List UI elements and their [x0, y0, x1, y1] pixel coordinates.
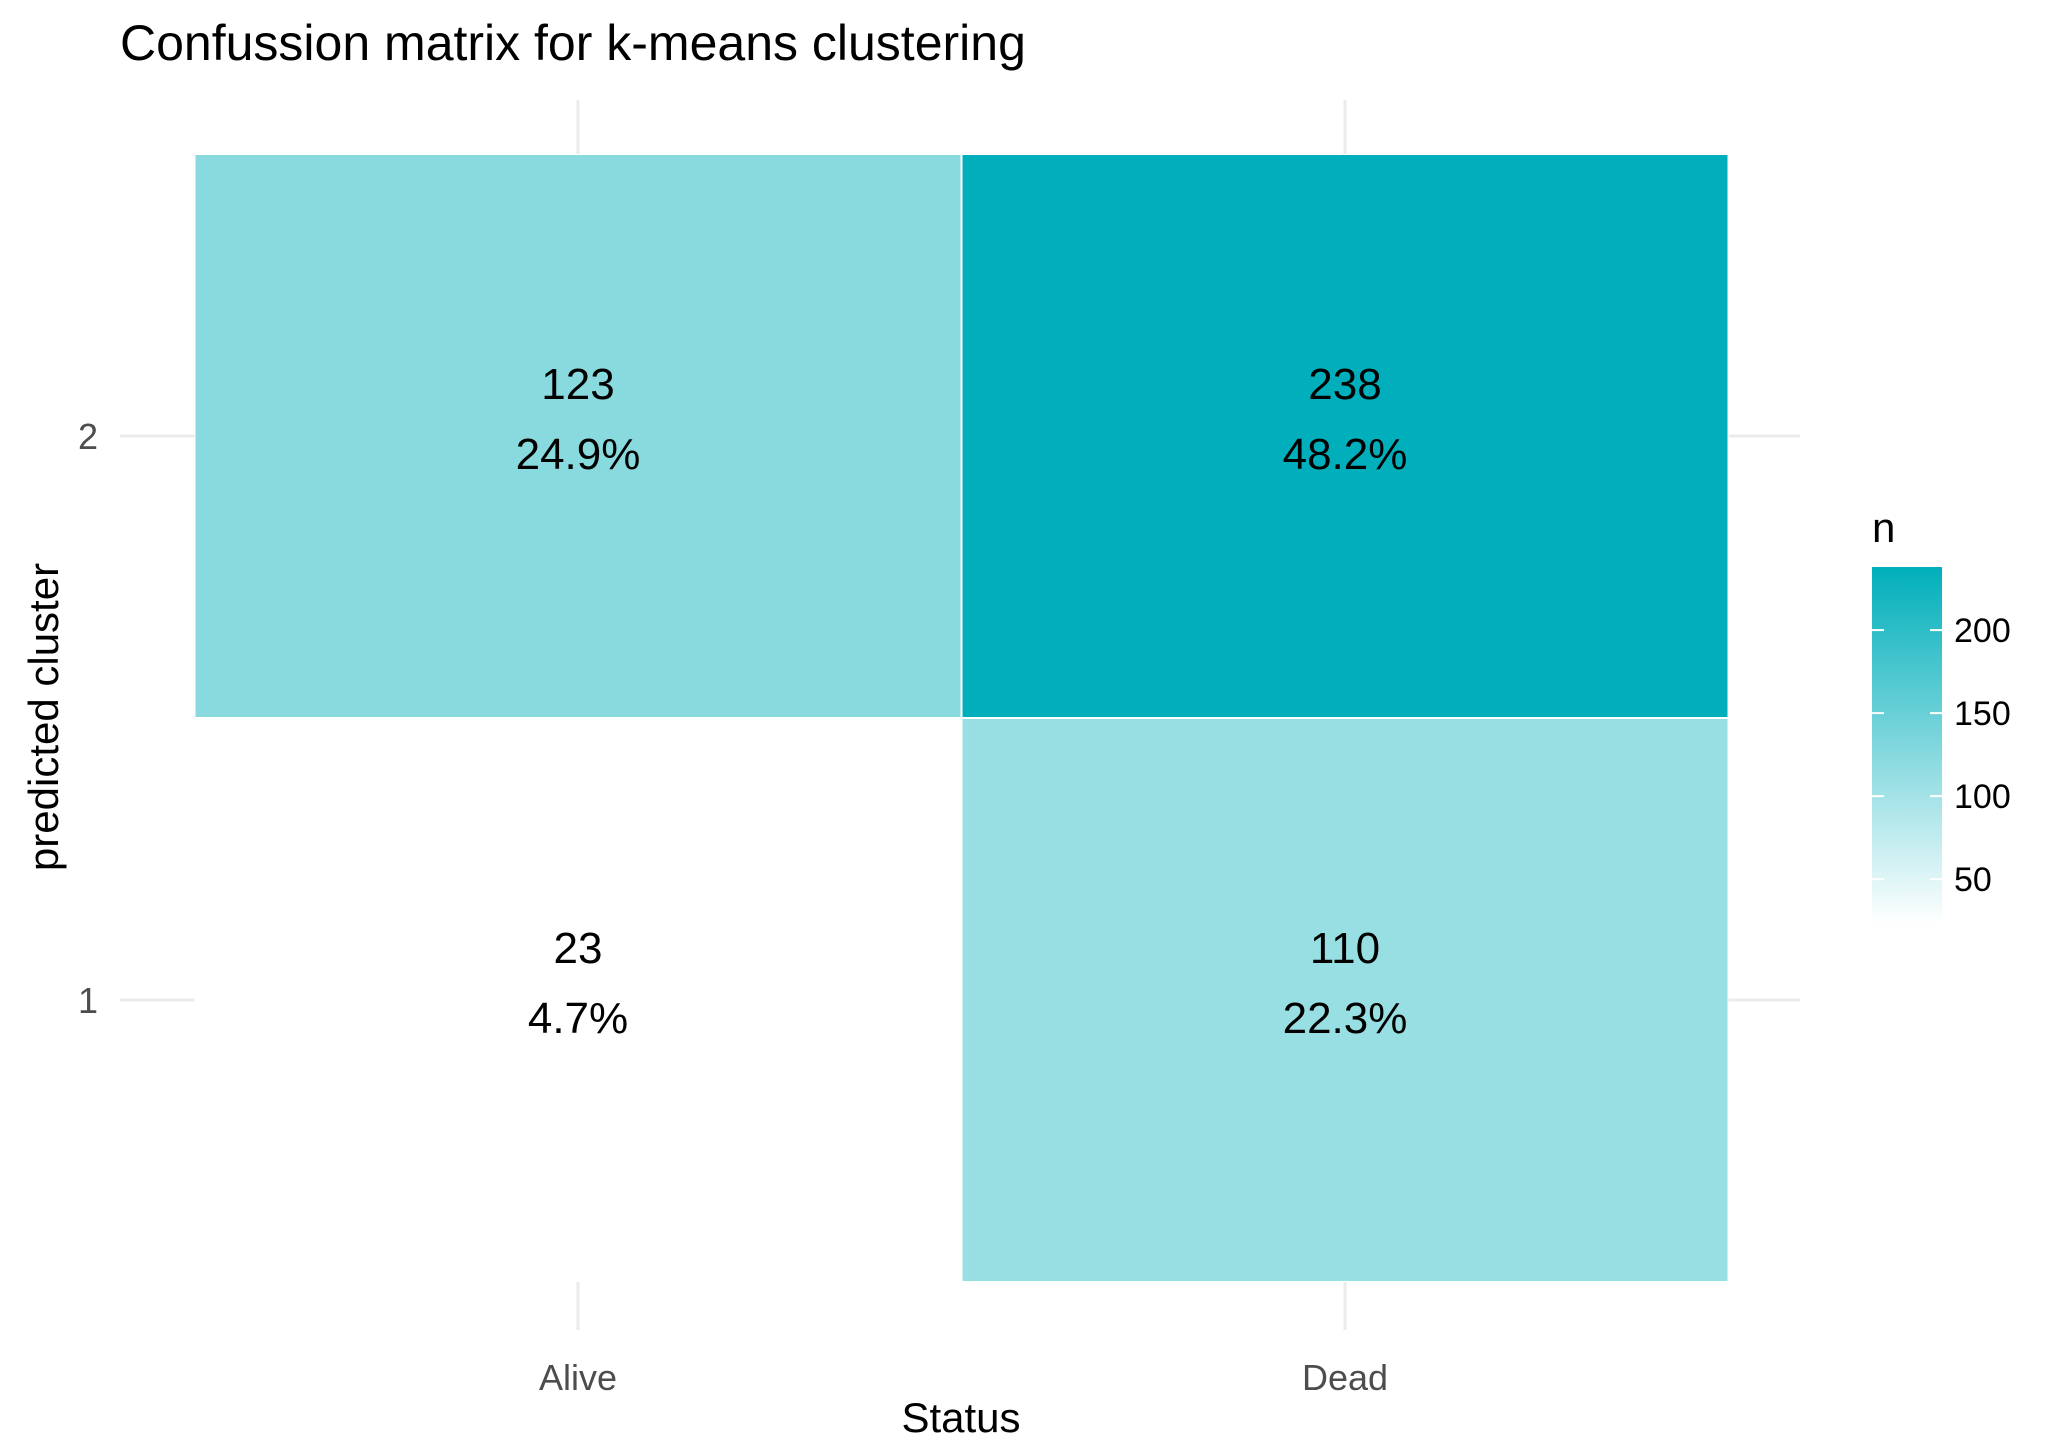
cell-percent-alive-1: 4.7% — [528, 994, 628, 1043]
x-axis-title: Status — [901, 1394, 1020, 1441]
cell-count-dead-2: 238 — [1308, 360, 1381, 409]
cell-percent-dead-1: 22.3% — [1283, 994, 1408, 1043]
x-tick-dead: Dead — [1302, 1357, 1388, 1398]
cell-percent-dead-2: 48.2% — [1283, 430, 1408, 479]
cell-labels: 123 24.9% 238 48.2% 23 4.7% 110 22.3% — [516, 360, 1408, 1043]
legend-tick-label-100: 100 — [1954, 778, 2011, 816]
color-legend: n 50 100 150 200 — [1872, 504, 2011, 924]
cell-count-alive-2: 123 — [541, 360, 614, 409]
chart-title: Confussion matrix for k-means clustering — [120, 15, 1026, 71]
tile-alive-2 — [194, 154, 962, 718]
y-axis-title: predicted cluster — [20, 563, 67, 871]
legend-title: n — [1872, 504, 1895, 551]
tile-dead-2 — [961, 154, 1729, 718]
cell-count-dead-1: 110 — [1310, 924, 1380, 973]
cell-count-alive-1: 23 — [554, 924, 603, 973]
legend-tick-label-200: 200 — [1954, 612, 2011, 650]
legend-colorbar — [1872, 567, 1942, 924]
legend-tick-label-150: 150 — [1954, 695, 2011, 733]
tile-alive-1 — [194, 718, 962, 1282]
x-axis-tick-labels: Alive Dead — [539, 1357, 1388, 1398]
y-axis-tick-labels: 12 — [78, 416, 98, 1021]
cell-percent-alive-2: 24.9% — [516, 430, 641, 479]
heatmap-tiles — [194, 154, 1729, 1282]
x-tick-alive: Alive — [539, 1357, 617, 1398]
y-tick-2: 2 — [78, 416, 98, 457]
y-tick-1: 1 — [78, 980, 98, 1021]
legend-tick-label-50: 50 — [1954, 861, 1992, 899]
legend-ticks: 50 100 150 200 — [1872, 612, 2011, 899]
tile-dead-1 — [961, 718, 1729, 1282]
